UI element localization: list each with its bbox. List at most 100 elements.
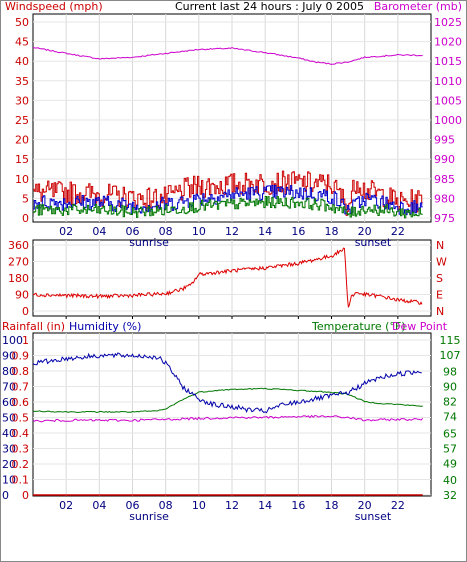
x-tick-label: 08 <box>159 499 173 512</box>
x-tick-label: 18 <box>325 499 339 512</box>
temperature-y-tick-label: 115 <box>440 334 461 347</box>
x-tick-label: 10 <box>192 225 206 238</box>
wind-direction-line <box>32 247 423 308</box>
barometer-title: Barometer (mb) <box>374 0 462 13</box>
rainfall-y-tick-label: 0.1 <box>12 474 30 487</box>
humidity-y-tick-label: 50 <box>2 412 16 425</box>
x-tick-label: 22 <box>391 499 405 512</box>
wind-y-tick-label: 35 <box>15 75 29 88</box>
x-tick-label: 06 <box>126 499 140 512</box>
compass-y-tick-label: S <box>436 272 443 285</box>
humidity-y-tick-label: 90 <box>2 350 16 363</box>
temperature-y-tick-label: 74 <box>443 411 457 424</box>
rainfall-y-tick-label: 0.6 <box>12 396 30 409</box>
direction-y-tick-label: 90 <box>15 289 29 302</box>
humidity-y-tick-label: 40 <box>2 427 16 440</box>
x-tick-label: 08 <box>159 225 173 238</box>
humidity-label: Humidity (%) <box>69 320 141 333</box>
wind-y-tick-label: 50 <box>15 16 29 29</box>
wind-y-tick-label: 20 <box>15 134 29 147</box>
humidity-y-tick-label: 60 <box>2 396 16 409</box>
compass-y-tick-label: N <box>436 305 444 318</box>
temperature-y-tick-label: 57 <box>443 442 457 455</box>
temperature-line <box>32 387 423 414</box>
wind-y-tick-label: 15 <box>15 153 29 166</box>
temperature-y-tick-label: 49 <box>443 457 457 470</box>
sunrise-annotation: sunrise <box>129 510 169 523</box>
humidity-y-tick-label: 20 <box>2 458 16 471</box>
wind-y-tick-label: 45 <box>15 36 29 49</box>
x-tick-label: 12 <box>225 225 239 238</box>
humidity-y-tick-label: 0 <box>2 489 9 502</box>
temperature-y-tick-label: 107 <box>440 349 461 362</box>
wind-y-tick-label: 40 <box>15 55 29 68</box>
rainfall-y-tick-label: 0.7 <box>12 381 30 394</box>
barometer-y-tick-label: 995 <box>434 134 455 147</box>
temperature-label: Temperature (°F) <box>311 320 406 333</box>
temperature-y-tick-label: 40 <box>443 474 457 487</box>
rainfall-y-tick-label: 0.2 <box>12 458 30 471</box>
wind-y-tick-label: 10 <box>15 173 29 186</box>
barometer-y-tick-label: 985 <box>434 173 455 186</box>
dewpoint-label: Dew Point <box>392 320 448 333</box>
barometer-y-tick-label: 980 <box>434 192 455 205</box>
sunset-annotation: sunset <box>355 510 392 523</box>
rainfall-label: Rainfall (in) <box>2 320 65 333</box>
temperature-y-tick-label: 98 <box>443 366 457 379</box>
direction-y-tick-label: 360 <box>8 239 29 252</box>
direction-y-tick-label: 0 <box>22 305 29 318</box>
temperature-y-tick-label: 82 <box>443 396 457 409</box>
barometer-y-tick-label: 1005 <box>434 94 462 107</box>
temperature-y-tick-label: 90 <box>443 381 457 394</box>
wind-y-tick-label: 30 <box>15 94 29 107</box>
rainfall-y-tick-label: 0.5 <box>12 412 30 425</box>
humidity-line <box>32 352 422 414</box>
x-tick-label: 04 <box>92 499 106 512</box>
x-tick-label: 16 <box>291 225 305 238</box>
windspeed-title: Windspeed (mph) <box>5 0 103 13</box>
humidity-y-tick-label: 80 <box>2 365 16 378</box>
barometer-y-tick-label: 990 <box>434 153 455 166</box>
humidity-y-tick-label: 10 <box>2 474 16 487</box>
rainfall-y-tick-label: 1 <box>22 334 29 347</box>
barometer-y-tick-label: 1010 <box>434 75 462 88</box>
humidity-y-tick-label: 30 <box>2 443 16 456</box>
rainfall-y-tick-label: 0 <box>22 489 29 502</box>
wind-y-tick-label: 5 <box>22 192 29 205</box>
barometer-y-tick-label: 1025 <box>434 16 462 29</box>
wind-min-line <box>33 196 423 219</box>
x-tick-label: 04 <box>92 225 106 238</box>
sunrise-annotation: sunrise <box>129 236 169 249</box>
x-tick-label: 20 <box>358 225 372 238</box>
barometer-y-tick-label: 1000 <box>434 114 462 127</box>
x-tick-label: 14 <box>258 499 272 512</box>
barometer-y-tick-label: 975 <box>434 212 455 225</box>
wind-average-line <box>33 184 423 216</box>
x-tick-label: 02 <box>59 225 73 238</box>
direction-y-tick-label: 270 <box>8 256 29 269</box>
x-tick-label: 20 <box>358 499 372 512</box>
x-tick-label: 10 <box>192 499 206 512</box>
temperature-y-tick-label: 65 <box>443 427 457 440</box>
compass-y-tick-label: E <box>436 289 443 302</box>
rainfall-y-tick-label: 0.8 <box>12 365 30 378</box>
x-tick-label: 22 <box>391 225 405 238</box>
sunset-annotation: sunset <box>355 236 392 249</box>
rainfall-y-tick-label: 0.9 <box>12 350 30 363</box>
wind-y-tick-label: 25 <box>15 114 29 127</box>
series-layer <box>32 46 424 496</box>
x-tick-label: 02 <box>59 499 73 512</box>
wind-gust-line <box>33 170 423 216</box>
barometer-y-tick-label: 1015 <box>434 55 462 68</box>
barometer-line <box>32 46 423 65</box>
direction-y-tick-label: 180 <box>8 272 29 285</box>
humidity-y-tick-label: 100 <box>2 334 23 347</box>
x-tick-label: 14 <box>258 225 272 238</box>
rainfall-y-tick-label: 0.3 <box>12 443 30 456</box>
dewpoint-line <box>32 414 424 423</box>
humidity-y-tick-label: 70 <box>2 381 16 394</box>
